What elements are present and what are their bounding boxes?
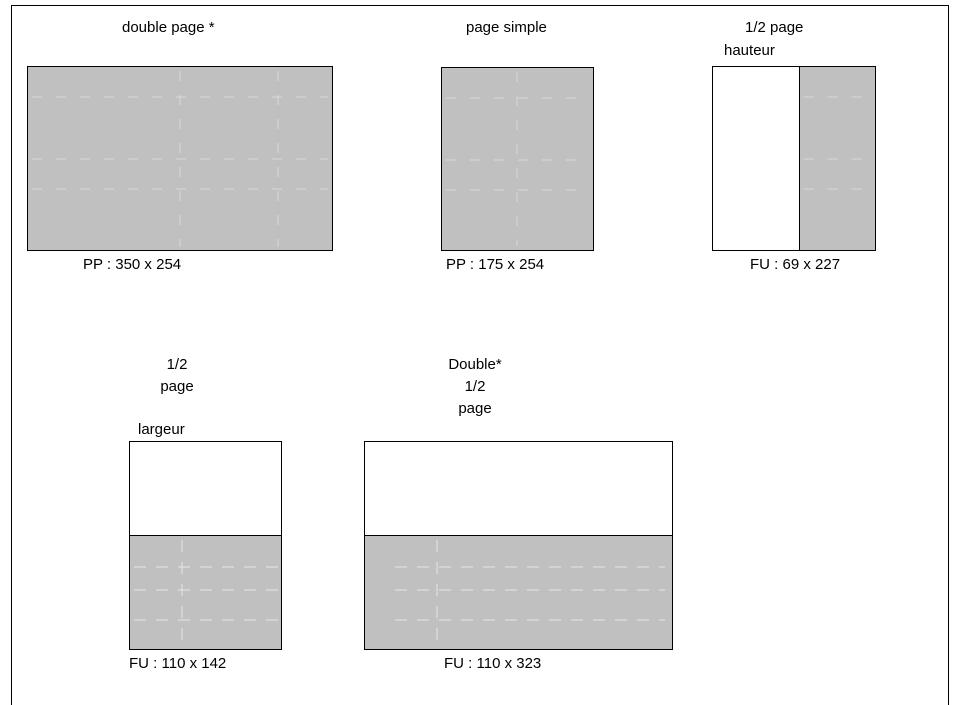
half-height-title-line1: 1/2 page <box>745 19 804 36</box>
double-half-dims: FU : 110 x 323 <box>444 655 542 672</box>
double-page-guides <box>32 71 328 247</box>
page-simple-title: page simple <box>466 19 547 36</box>
half-height-format <box>712 66 876 251</box>
page-simple-format <box>441 67 594 251</box>
double-half-guides <box>395 540 665 646</box>
double-page-dims: PP : 350 x 254 <box>83 256 182 273</box>
half-height-dims: FU : 69 x 227 <box>750 256 841 273</box>
half-width-format <box>129 441 282 650</box>
half-width-dims: FU : 110 x 142 <box>129 655 227 672</box>
double-page-format <box>27 66 333 251</box>
half-height-guides <box>804 96 872 190</box>
page-simple-dims: PP : 175 x 254 <box>446 256 545 273</box>
double-page-title: double page * <box>122 19 215 36</box>
double-half-title-line2: 1/2 <box>464 378 486 395</box>
double-half-fill <box>365 535 672 649</box>
half-width-title-line1: 1/2 <box>166 356 188 373</box>
half-width-fill <box>130 535 281 649</box>
double-half-title-line3: page <box>458 400 492 417</box>
double-half-title-line1: Double* <box>448 356 502 373</box>
half-height-title-line2: hauteur <box>724 42 775 59</box>
half-width-title-line3: largeur <box>138 421 185 438</box>
half-width-guides <box>134 540 278 646</box>
page-frame <box>11 5 949 705</box>
page-simple-guides <box>446 72 590 246</box>
double-half-format <box>364 441 673 650</box>
half-width-title-line2: page <box>160 378 194 395</box>
